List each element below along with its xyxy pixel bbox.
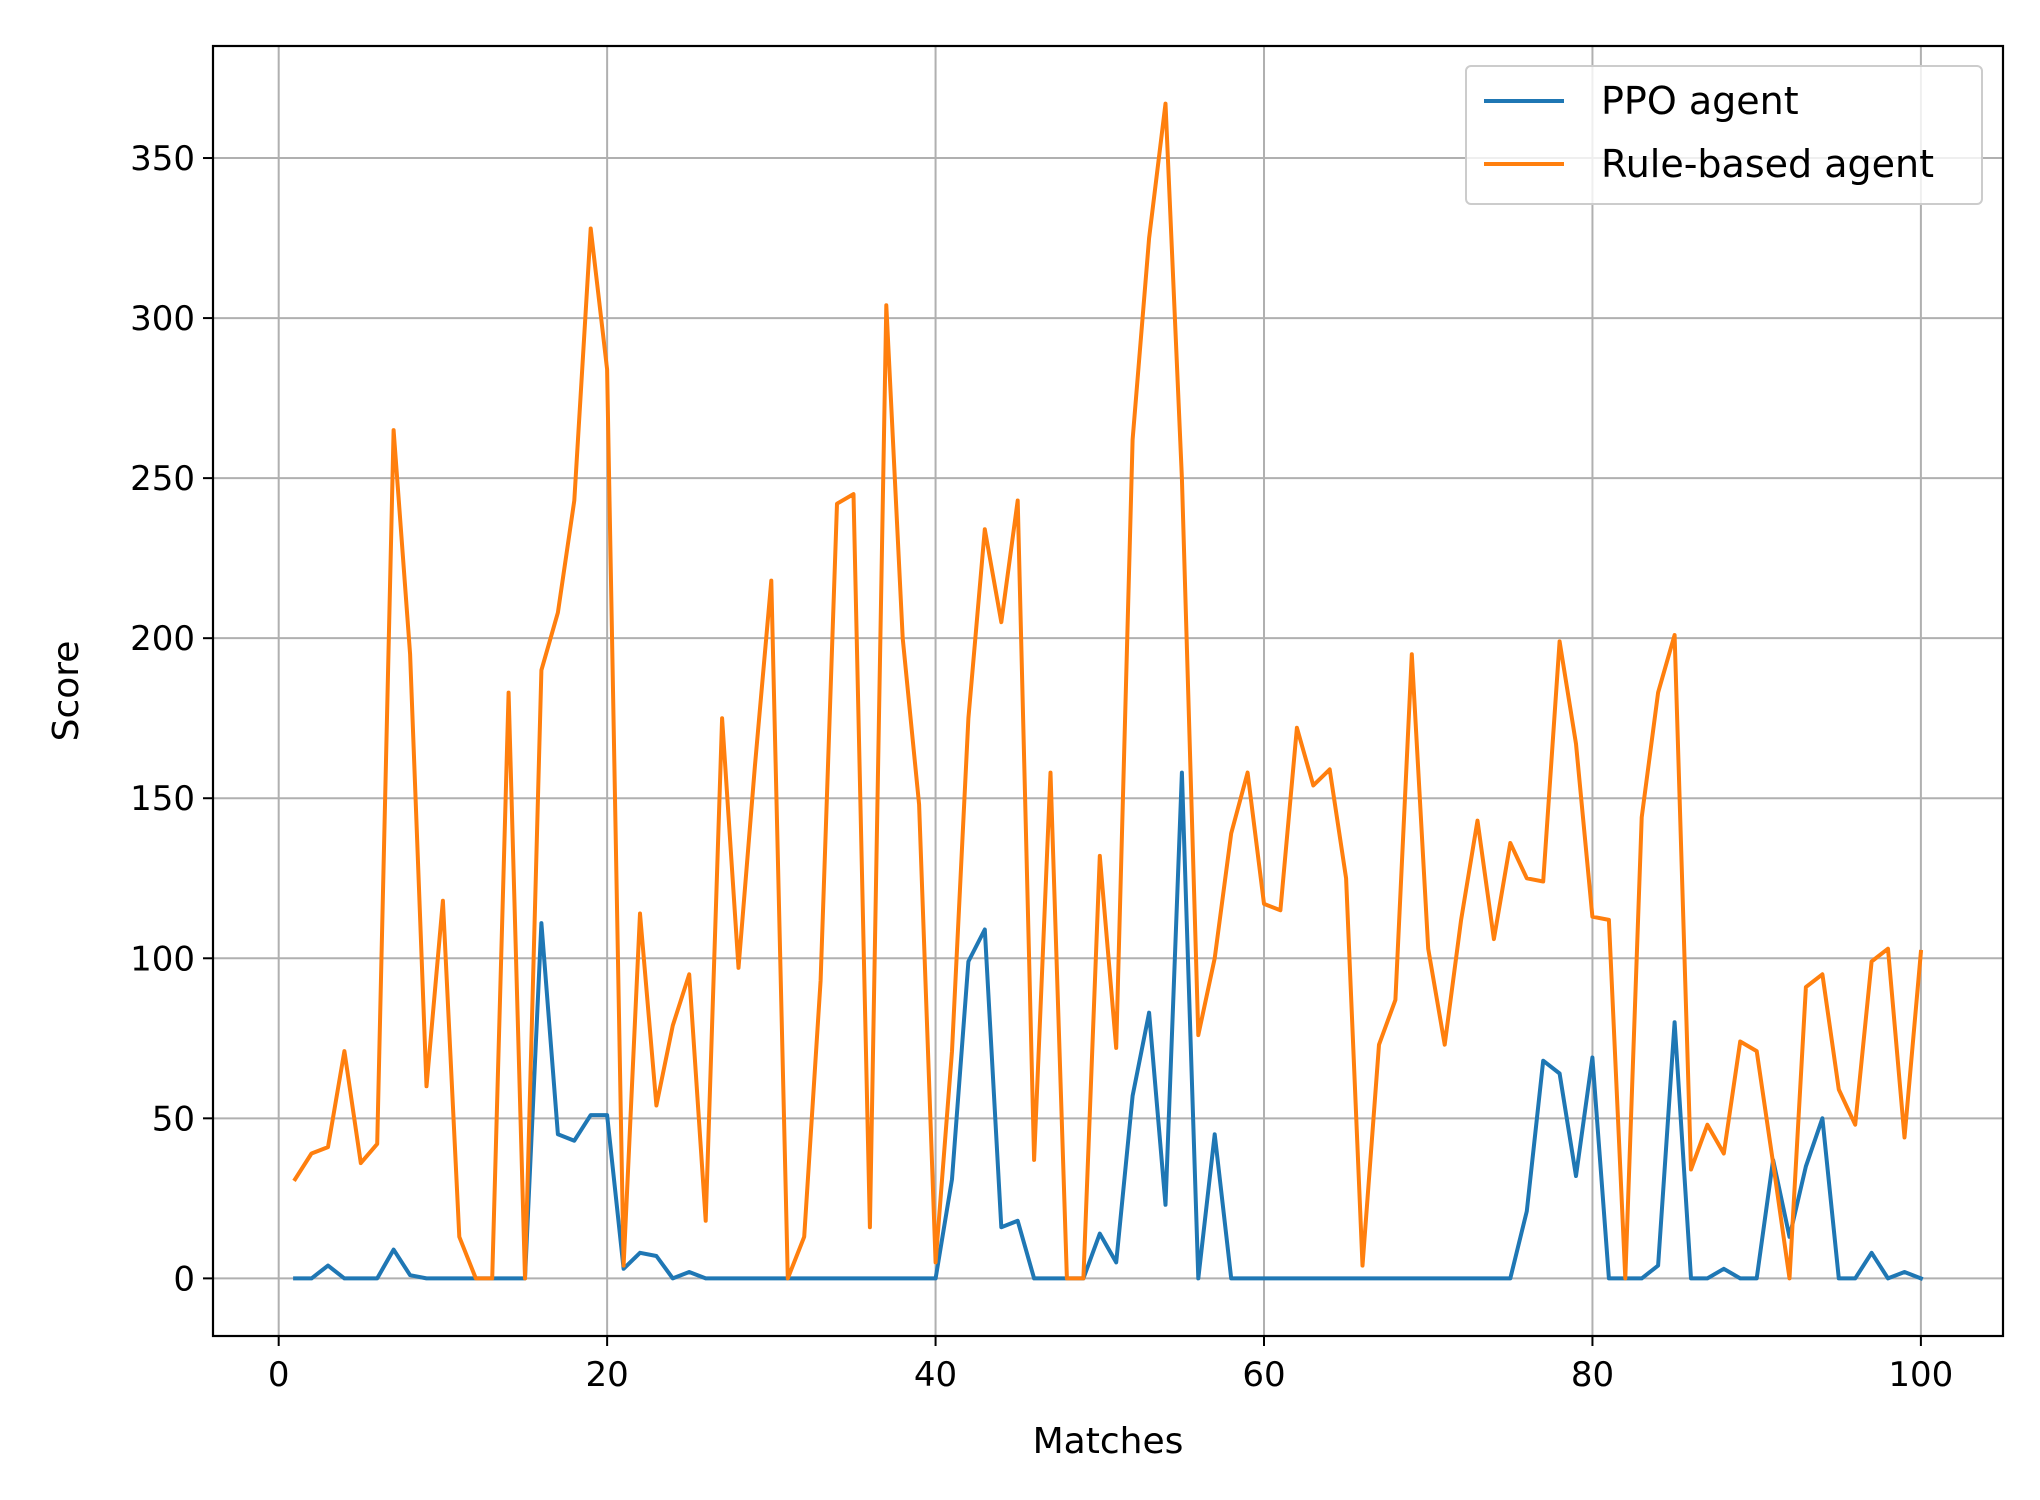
y-tick-label-150: 150 xyxy=(130,779,195,819)
series-line-rule-based-agent xyxy=(292,101,1924,1281)
x-tick-label-40: 40 xyxy=(914,1355,957,1395)
y-tick-label-50: 50 xyxy=(152,1099,195,1139)
y-tick-label-250: 250 xyxy=(130,459,195,499)
y-tick-label-0: 0 xyxy=(173,1259,195,1299)
legend-label-ppo-agent: PPO agent xyxy=(1601,79,1799,123)
legend: PPO agent Rule-based agent xyxy=(1465,65,1983,205)
axis-ticks: 0 20 40 60 80 100 0 50 100 150 200 250 300 350 xyxy=(130,139,1953,1395)
y-tick-label-100: 100 xyxy=(130,939,195,979)
series-line-ppo-agent xyxy=(293,770,1924,1281)
legend-box xyxy=(1465,65,1983,205)
y-tick-label-300: 300 xyxy=(130,299,195,339)
x-tick-label-20: 20 xyxy=(585,1355,628,1395)
y-axis-label: Score xyxy=(46,641,87,742)
x-tick-label-60: 60 xyxy=(1242,1355,1285,1395)
x-tick-label-80: 80 xyxy=(1571,1355,1614,1395)
legend-label-rule-based-agent: Rule-based agent xyxy=(1601,142,1934,186)
plot-frame xyxy=(211,44,2005,1338)
x-tick-label-0: 0 xyxy=(268,1355,290,1395)
y-tick-label-350: 350 xyxy=(130,139,195,179)
y-tick-label-200: 200 xyxy=(130,619,195,659)
x-tick-label-100: 100 xyxy=(1888,1355,1953,1395)
x-axis-label: Matches xyxy=(1033,1421,1184,1462)
grid-lines xyxy=(213,46,2003,1336)
series-lines xyxy=(292,101,1924,1281)
